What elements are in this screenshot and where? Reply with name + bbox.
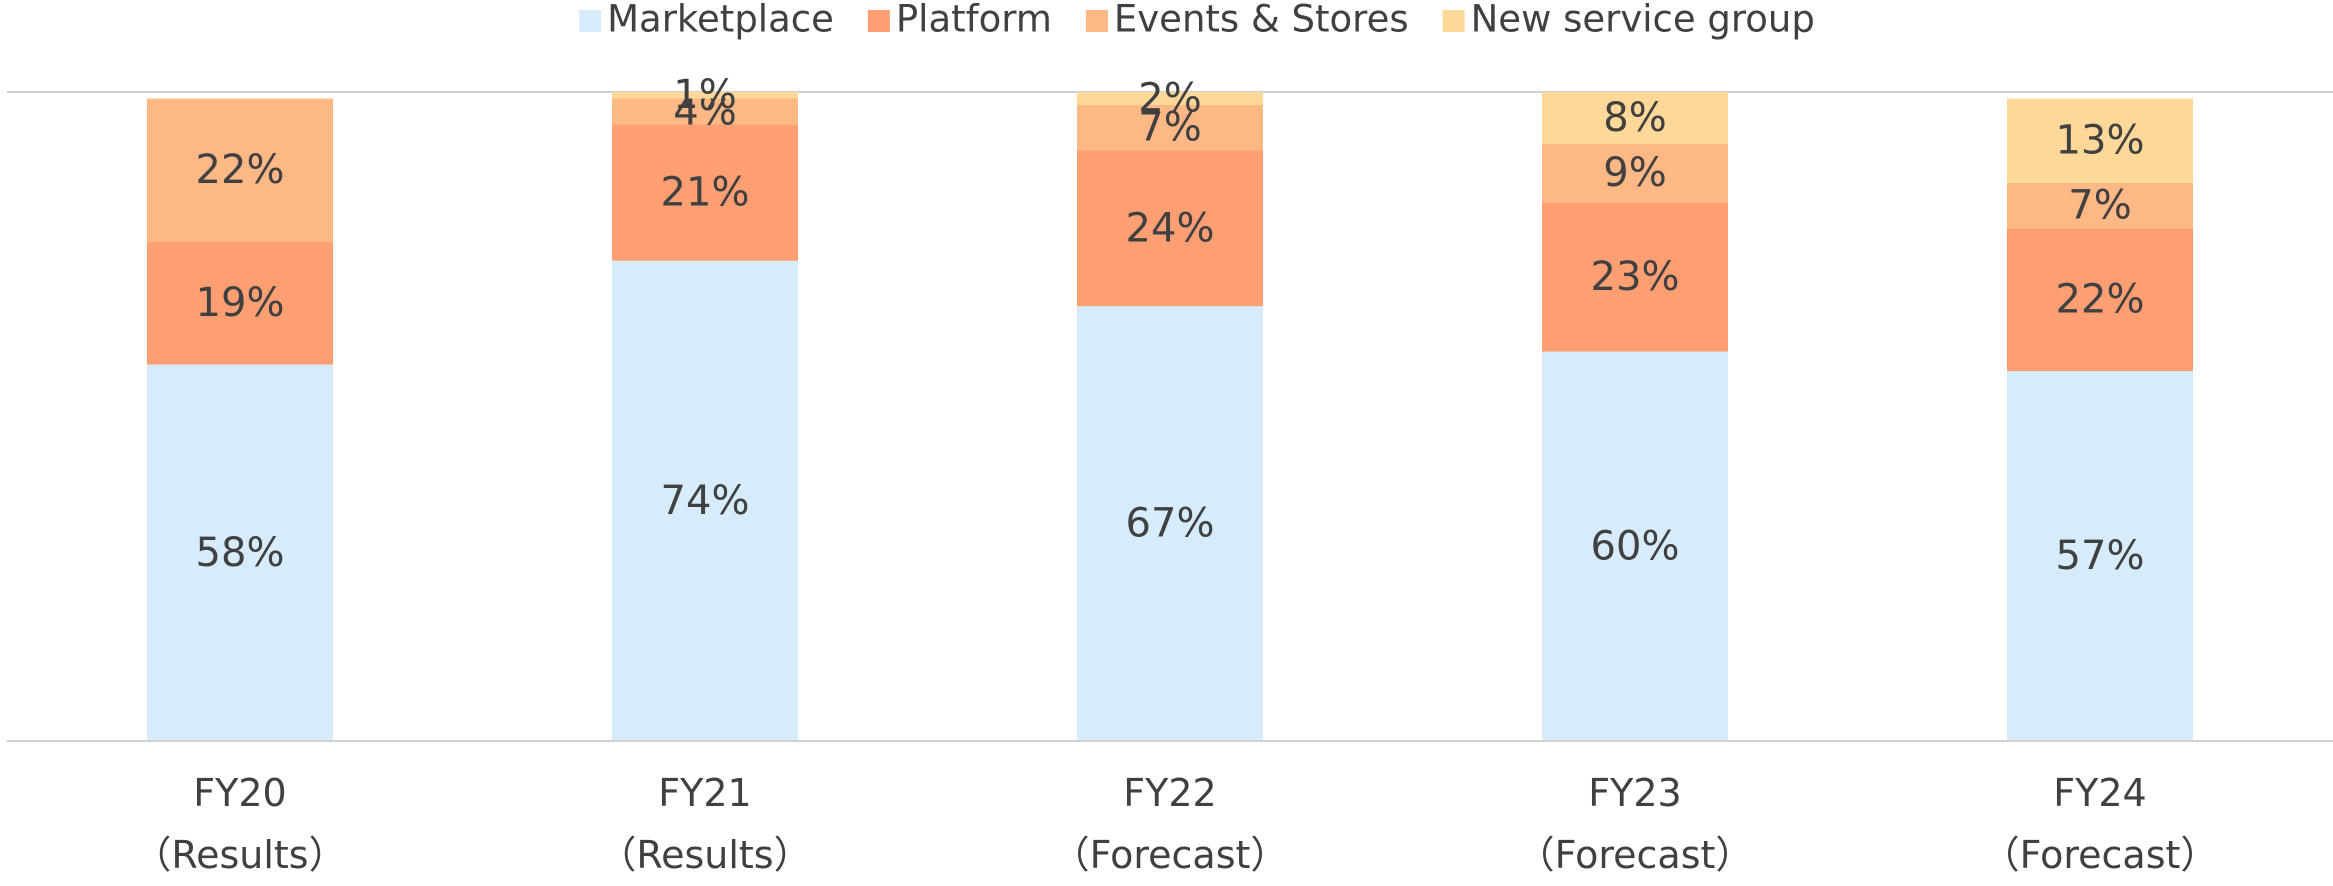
data-label: 7% [1138,105,1201,151]
bar-segment [147,364,333,741]
bar-segment [1077,92,1263,105]
data-label: 74% [661,478,750,524]
bar-segment [1542,143,1728,203]
data-label: 8% [1603,95,1666,141]
bar-segment [1077,104,1263,151]
data-label: 1% [673,72,736,118]
data-label: 24% [1126,205,1215,251]
x-tick-label: FY24 （Forecast） [1981,771,2219,877]
data-label: 2% [1138,75,1201,121]
data-label: 67% [1126,501,1215,547]
bar-segment [1077,150,1263,307]
x-tick-label: FY20 （Results） [133,771,347,877]
data-label: 13% [2056,118,2145,164]
data-label: 21% [661,170,750,216]
data-label: 22% [2056,277,2145,323]
legend-swatch [867,10,890,32]
bar-segment [2007,182,2193,229]
legend-text: Platform [896,0,1052,41]
data-label: 23% [1591,254,1680,300]
x-tick-label: FY22 （Forecast） [1051,771,1289,877]
bar-segment [612,98,798,125]
data-label: 7% [2068,183,2131,229]
bar-segment [147,98,333,242]
bar-segment [612,92,798,99]
bar-segment [612,124,798,261]
data-label: 57% [2056,533,2145,579]
bar-segment [2007,371,2193,741]
bar-segment [147,241,333,365]
x-tick-label: FY21 （Results） [598,771,812,877]
data-label: 58% [196,530,285,576]
x-tick-label: FY23 （Forecast） [1516,771,1754,877]
data-label: 22% [196,147,285,193]
data-label: 9% [1603,150,1666,196]
bar-segment [1542,351,1728,741]
bar-segment [1077,306,1263,741]
bar-segment [612,260,798,741]
bar-segment [1542,92,1728,144]
legend-text: New service group [1471,0,1815,41]
data-label: 60% [1591,523,1680,569]
legend-text: Marketplace [607,0,834,41]
legend-swatch [579,10,602,32]
bar-segment [2007,98,2193,183]
bar-segment [2007,228,2193,372]
bar-segment [1542,202,1728,352]
legend-swatch [1085,10,1108,32]
data-label: 19% [196,280,285,326]
legend-text: Events & Stores [1114,0,1409,41]
legend-swatch [1442,10,1465,32]
